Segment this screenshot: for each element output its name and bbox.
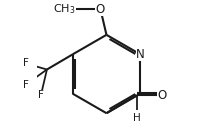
Text: N: N xyxy=(136,48,145,61)
Text: H: H xyxy=(133,113,141,123)
Text: O: O xyxy=(96,3,105,16)
Text: F: F xyxy=(23,59,29,68)
Text: CH$_3$: CH$_3$ xyxy=(53,2,75,16)
Text: F: F xyxy=(23,80,29,90)
Text: F: F xyxy=(38,90,44,100)
Text: O: O xyxy=(158,89,167,102)
